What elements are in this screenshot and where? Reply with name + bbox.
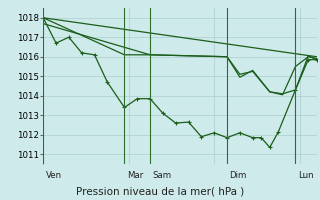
Text: Lun: Lun <box>298 171 314 180</box>
Text: Dim: Dim <box>229 171 247 180</box>
Text: Sam: Sam <box>153 171 172 180</box>
Text: Ven: Ven <box>46 171 62 180</box>
Text: Mar: Mar <box>127 171 143 180</box>
Text: Pression niveau de la mer( hPa ): Pression niveau de la mer( hPa ) <box>76 186 244 196</box>
